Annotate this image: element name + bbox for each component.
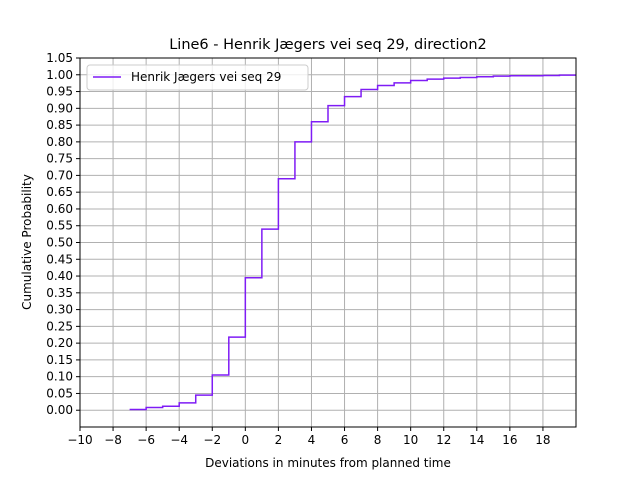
y-tick-label: 0.05	[46, 386, 73, 400]
x-tick-label: 18	[535, 433, 550, 447]
x-tick-label: 4	[308, 433, 316, 447]
y-tick-label: 0.55	[46, 219, 73, 233]
x-tick-label: 10	[403, 433, 418, 447]
y-tick-label: 0.50	[46, 236, 73, 250]
grid	[79, 57, 576, 427]
y-tick-label: 1.00	[46, 68, 73, 82]
legend-box	[86, 64, 309, 91]
y-tick-label: 0.00	[46, 403, 73, 417]
y-tick-label: 0.65	[46, 185, 73, 199]
x-tick-label: −10	[67, 433, 92, 447]
x-tick-label: 2	[275, 433, 283, 447]
x-axis-ticks: −10 −8 −6 −4 −2 0 2 4 6 8 10 12 14 16 18	[67, 427, 551, 447]
x-tick-label: −8	[104, 433, 122, 447]
series-line	[129, 74, 576, 411]
y-tick-label: 0.70	[46, 168, 73, 182]
y-axis-ticks: 0.00 0.05 0.10 0.15 0.20 0.25 0.30 0.35 0.40 0.45…	[46, 51, 80, 417]
x-tick-label: 16	[502, 433, 517, 447]
y-tick-label: 1.05	[46, 51, 73, 65]
x-tick-label: 6	[341, 433, 349, 447]
y-tick-label: 0.85	[46, 118, 73, 132]
y-tick-label: 0.20	[46, 336, 73, 350]
x-tick-label: −2	[203, 433, 221, 447]
y-tick-label: 0.60	[46, 202, 73, 216]
x-tick-label: 8	[374, 433, 382, 447]
y-tick-label: 0.15	[46, 353, 73, 367]
y-tick-label: 0.40	[46, 269, 73, 283]
chart-title: Line6 - Henrik Jægers vei seq 29, direct…	[169, 37, 487, 53]
y-tick-label: 0.45	[46, 252, 73, 266]
x-axis-title: Deviations in minutes from planned time	[205, 456, 451, 470]
y-tick-label: 0.30	[46, 303, 73, 317]
legend-label: Henrik Jægers vei seq 29	[131, 70, 281, 84]
y-axis-title: Cumulative Probability	[20, 174, 34, 310]
series-layer	[129, 74, 576, 411]
y-tick-label: 0.10	[46, 370, 73, 384]
x-tick-label: 14	[469, 433, 484, 447]
x-tick-label: 12	[436, 433, 451, 447]
x-tick-label: 0	[242, 433, 250, 447]
y-tick-label: 0.75	[46, 152, 73, 166]
y-tick-label: 0.35	[46, 286, 73, 300]
y-tick-label: 0.80	[46, 135, 73, 149]
y-tick-label: 0.25	[46, 319, 73, 333]
y-tick-label: 0.90	[46, 101, 73, 115]
legend: Henrik Jægers vei seq 29	[86, 64, 309, 91]
x-tick-label: −6	[137, 433, 155, 447]
y-tick-label: 0.95	[46, 85, 73, 99]
x-tick-label: −4	[170, 433, 188, 447]
